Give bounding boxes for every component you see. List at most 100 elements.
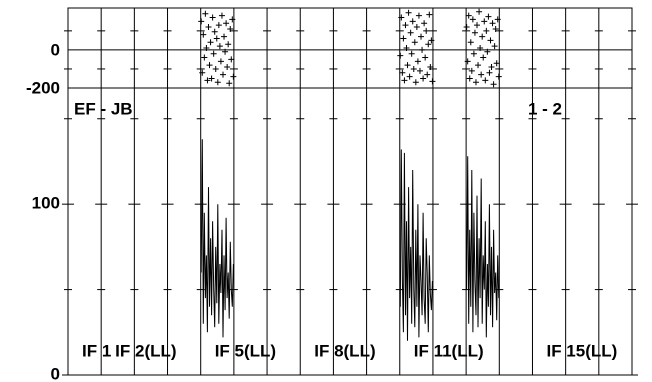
phase-point [228, 56, 235, 63]
phase-point [494, 16, 501, 23]
phase-point [484, 48, 491, 55]
if-label: IF 15(LL) [546, 341, 617, 360]
phase-point [216, 43, 223, 50]
phase-point [486, 69, 493, 76]
amplitude-line [399, 149, 433, 341]
phase-point [488, 64, 495, 71]
phase-frame [67, 7, 633, 89]
phase-point [482, 77, 489, 84]
phase-point [416, 67, 423, 74]
amplitude-line [200, 139, 234, 338]
phase-point [467, 39, 474, 46]
phase-point [223, 20, 230, 27]
phase-point [225, 41, 232, 48]
phase-point [464, 58, 471, 65]
phase-point [207, 39, 214, 46]
phase-point [208, 75, 215, 82]
phase-point [412, 79, 419, 86]
phase-point [423, 27, 430, 34]
phase-point [428, 37, 435, 44]
phase-point [495, 73, 502, 80]
phase-point [218, 12, 225, 19]
phase-point [418, 33, 425, 40]
amp-frame [67, 87, 633, 376]
phase-point [466, 75, 473, 82]
phase-point [201, 54, 208, 61]
amp-tick-label: 0 [51, 364, 60, 382]
phase-point [404, 62, 411, 69]
phase-point [465, 12, 472, 19]
phase-point [476, 8, 483, 15]
phase-point [204, 77, 211, 84]
phase-point [199, 69, 206, 76]
phase-point [408, 50, 415, 57]
phase-point [474, 22, 481, 29]
phase-point [407, 29, 414, 36]
if-label: IF 2(LL) [115, 341, 176, 360]
phase-point [479, 33, 486, 40]
phase-point [487, 37, 494, 44]
phase-point [205, 24, 212, 31]
phase-point [215, 22, 222, 29]
phase-point [224, 64, 231, 71]
phase-point [480, 54, 487, 61]
phase-point [203, 45, 210, 51]
phase-point [214, 79, 221, 86]
phase-point [405, 9, 412, 16]
phase-point [410, 65, 417, 72]
phase-point [475, 62, 482, 69]
phase-point [399, 69, 406, 76]
if-label: IF 11(LL) [414, 341, 484, 360]
phase-point [209, 14, 216, 21]
phase-point [469, 16, 476, 23]
phase-point [403, 45, 410, 51]
phase-point [210, 50, 217, 57]
phase-point [415, 12, 422, 19]
phase-point [227, 25, 234, 32]
phase-point [420, 75, 427, 82]
phase-point [406, 73, 413, 80]
phase-point [414, 58, 421, 65]
if-label: IF 1 [82, 341, 111, 360]
phase-point [472, 79, 479, 86]
if-label: IF 8(LL) [314, 341, 375, 360]
phase-point [483, 27, 490, 34]
phase-point [493, 60, 500, 67]
phase-point [213, 35, 220, 42]
phase-point [402, 22, 409, 29]
phase-point [424, 71, 431, 78]
phase-point [485, 13, 492, 20]
phase-point [481, 18, 488, 25]
phase-point [468, 67, 475, 74]
phase-point [226, 80, 233, 87]
phase-point [421, 20, 428, 27]
phase-point [463, 24, 470, 31]
phase-point [230, 73, 237, 80]
phase-point [427, 64, 434, 71]
phase-point [492, 25, 499, 32]
phase-point [219, 71, 226, 78]
phase-point [470, 50, 477, 57]
phase-point [202, 10, 209, 17]
phase-tick-label: 0 [51, 40, 60, 59]
if-label: IF 5(LL) [215, 341, 276, 360]
phase-point [198, 18, 205, 25]
phase-point [411, 39, 418, 46]
phase-point [212, 65, 219, 72]
phase-point [426, 11, 433, 18]
phase-point [489, 20, 496, 27]
phase-tick-label: -200 [26, 78, 60, 97]
phase-point [222, 48, 229, 55]
phase-point [211, 28, 218, 35]
phase-point [471, 29, 478, 36]
phase-point [200, 31, 207, 38]
phase-point [419, 46, 426, 53]
phase-point [425, 41, 432, 48]
phase-point [491, 43, 498, 50]
phase-point [422, 54, 429, 61]
phase-point [400, 35, 407, 42]
phase-point [229, 16, 236, 23]
phase-point [397, 52, 404, 59]
phase-point [478, 71, 485, 78]
